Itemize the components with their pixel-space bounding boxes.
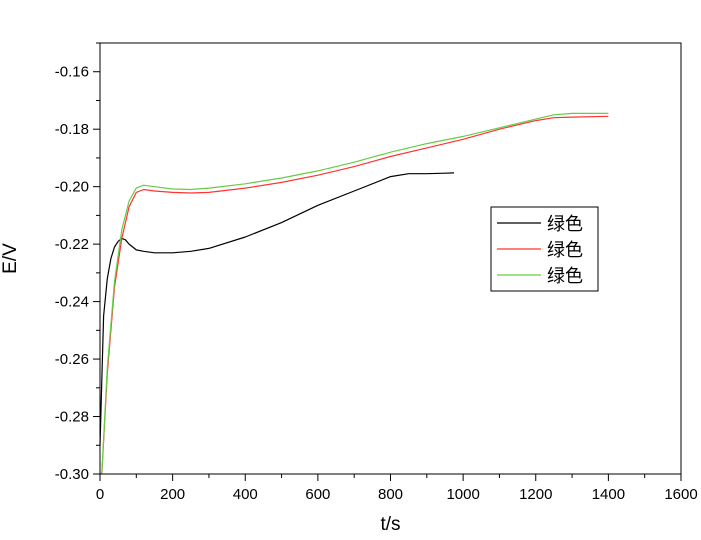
x-tick-label: 800 [378, 486, 403, 503]
plot-frame [99, 42, 682, 475]
y-axis-title: E/V [0, 243, 21, 274]
y-axis-ticks [93, 42, 100, 475]
x-tick-label: 1000 [446, 486, 479, 503]
x-axis-tick-labels: 0 200 400 600 800 1000 1200 1400 1600 [96, 486, 698, 503]
y-tick-label: -0.24 [55, 294, 89, 311]
y-axis-tick-labels: -0.30 -0.28 -0.26 -0.24 -0.22 -0.20 -0.18 -0.16 [55, 64, 89, 483]
x-tick-label: 1600 [664, 486, 697, 503]
series-line-3 [101, 112, 609, 475]
legend-label-1: 绿色 [547, 214, 583, 235]
x-axis-title: t/s [380, 514, 400, 535]
x-tick-label: 200 [160, 486, 185, 503]
series-line-1 [99, 172, 455, 446]
y-tick-label: -0.22 [55, 236, 89, 253]
x-tick-label: 600 [305, 486, 330, 503]
y-tick-label: -0.16 [55, 64, 89, 81]
x-axis-ticks [99, 474, 682, 481]
y-tick-label: -0.30 [55, 466, 89, 483]
y-tick-label: -0.20 [55, 179, 89, 196]
legend-label-2: 绿色 [547, 240, 583, 261]
series-line-2 [101, 115, 609, 475]
y-tick-label: -0.18 [55, 121, 89, 138]
x-tick-label: 1200 [519, 486, 552, 503]
x-tick-label: 400 [233, 486, 258, 503]
x-tick-label: 0 [96, 486, 104, 503]
x-tick-label: 1400 [592, 486, 625, 503]
legend-label-3: 绿色 [547, 266, 583, 287]
y-tick-label: -0.28 [55, 409, 89, 426]
series-layer [99, 112, 609, 475]
y-tick-label: -0.26 [55, 351, 89, 368]
